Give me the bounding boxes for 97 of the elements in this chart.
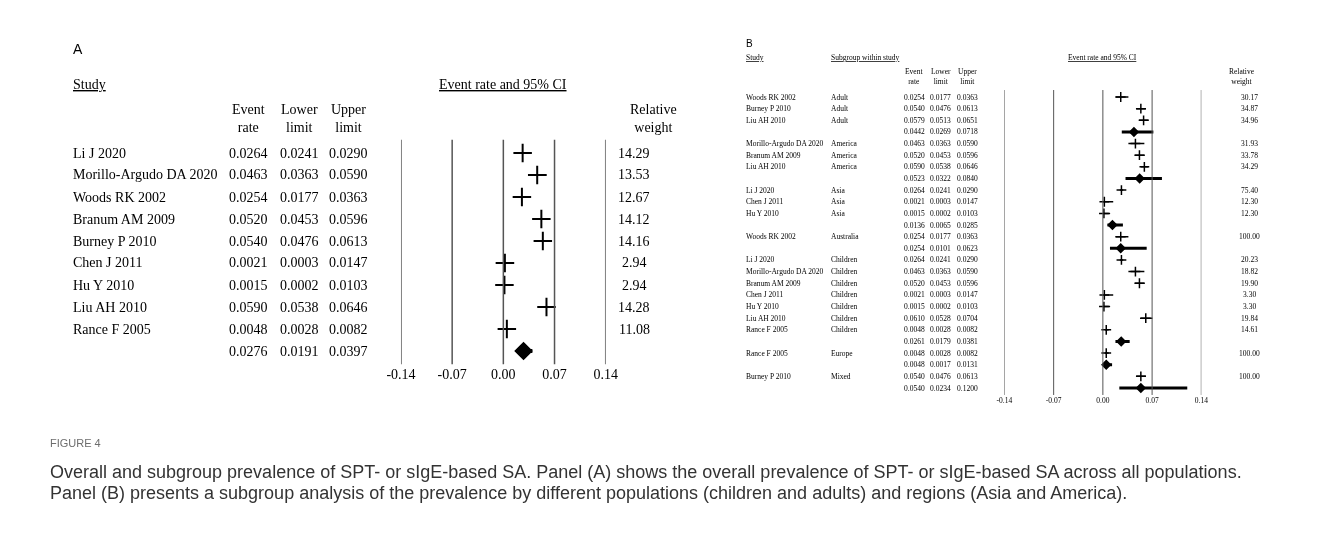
category-label: 14.29 xyxy=(618,146,650,161)
point xyxy=(1115,91,1127,103)
text: Panel (B) presents a subgroup analysis of the prevalence by different populations (children and adults) and regions (Asia and America). xyxy=(50,483,1128,503)
point xyxy=(494,252,516,274)
point xyxy=(512,142,533,164)
text: Lower limit xyxy=(281,102,318,136)
category-label: 14.12 xyxy=(618,212,650,227)
text: A xyxy=(73,41,83,57)
text: Relative weight xyxy=(630,102,677,136)
category-label: 0.0463 xyxy=(229,167,268,182)
text: Upper limit xyxy=(331,102,367,136)
point xyxy=(494,274,515,296)
category-label: 2.94 xyxy=(622,278,647,293)
point xyxy=(1115,243,1126,254)
category-label: 0.0540 xyxy=(229,234,268,249)
point xyxy=(1135,370,1147,382)
point xyxy=(1133,149,1146,161)
category-label: 0.0276 xyxy=(229,344,268,359)
category-label: 0.0363 xyxy=(329,190,368,205)
point xyxy=(532,230,554,252)
point xyxy=(1137,114,1150,126)
category-label: Branum AM 2009 xyxy=(73,212,175,227)
point xyxy=(1098,196,1110,208)
text: Study xyxy=(73,77,106,92)
category-label: Chen J 2011 xyxy=(73,255,143,270)
category-label: Burney P 2010 xyxy=(73,234,157,249)
category-label: 0.0538 xyxy=(280,300,319,315)
point xyxy=(536,296,557,318)
category-label: 0.0147 xyxy=(329,255,368,270)
x-tick-label: -0.14 xyxy=(386,367,416,383)
category-label: Rance F 2005 xyxy=(73,322,151,337)
category-label: 0.0363 xyxy=(280,167,319,182)
category-label: 0.0453 xyxy=(280,212,319,227)
x-tick-label: 0.00 xyxy=(491,367,516,383)
point xyxy=(531,208,552,230)
category-label: 0.0177 xyxy=(280,190,319,205)
point xyxy=(1100,347,1112,359)
point xyxy=(1133,277,1146,289)
text: Overall and subgroup prevalence of SPT- or sIgE-based SA. Panel (A) shows the overall prevalence of SPT- or sIgE-based SA across all populations. xyxy=(50,462,1242,482)
x-tick-label: -0.07 xyxy=(437,367,467,383)
category-label: 0.0003 xyxy=(280,255,319,270)
category-label: 2.94 xyxy=(622,255,647,270)
point xyxy=(1138,161,1150,173)
point xyxy=(1135,103,1147,115)
category-label: 13.53 xyxy=(618,167,650,182)
category-label: 11.08 xyxy=(619,322,650,337)
text: B xyxy=(746,38,753,49)
category-label: 0.0082 xyxy=(329,322,368,337)
category-label: 14.28 xyxy=(618,300,650,315)
point xyxy=(1107,220,1118,230)
text: Event rate xyxy=(232,102,265,136)
category-label: 0.0590 xyxy=(329,167,368,182)
category-label: 0.0646 xyxy=(329,300,368,315)
point xyxy=(511,186,533,208)
category-label: 0.0476 xyxy=(280,234,319,249)
point xyxy=(1098,289,1110,301)
category-label: 0.0103 xyxy=(329,278,368,293)
point xyxy=(1115,184,1128,196)
category-label: 0.0028 xyxy=(280,322,319,337)
category-label: Liu AH 2010 xyxy=(73,300,147,315)
category-label: 0.0002 xyxy=(280,278,319,293)
point xyxy=(1100,324,1112,336)
point xyxy=(1101,359,1112,370)
category-label: 0.0264 xyxy=(229,146,268,161)
point xyxy=(1098,207,1110,220)
point xyxy=(1140,312,1152,324)
x-tick-label: 0.07 xyxy=(542,367,567,383)
caption: FIGURE 4 xyxy=(50,437,101,449)
category-label: 0.0596 xyxy=(329,212,368,227)
category-label: Woods RK 2002 xyxy=(73,190,166,205)
category-label: 0.0015 xyxy=(229,278,268,293)
category-label: 0.0241 xyxy=(280,146,319,161)
category-label: 14.16 xyxy=(618,234,650,249)
point xyxy=(496,318,518,340)
point xyxy=(1115,254,1128,266)
point xyxy=(526,164,548,186)
chart-title: Event rate and 95% CI xyxy=(439,77,567,92)
category-label: 0.0520 xyxy=(229,212,268,227)
category-label: Hu Y 2010 xyxy=(73,278,135,293)
x-tick-label: 0.14 xyxy=(593,367,618,383)
category-label: 0.0613 xyxy=(329,234,368,249)
point xyxy=(1098,300,1110,313)
point xyxy=(1115,231,1127,243)
category-label: 0.0397 xyxy=(329,344,368,359)
point xyxy=(1129,127,1139,137)
category-label: 0.0590 xyxy=(229,300,268,315)
category-label: Li J 2020 xyxy=(73,146,126,161)
category-label: 0.0048 xyxy=(229,322,268,337)
category-label: 0.0021 xyxy=(229,255,268,270)
point xyxy=(1129,137,1142,150)
category-label: 12.67 xyxy=(618,190,650,205)
point xyxy=(1129,265,1142,278)
category-label: 0.0191 xyxy=(280,344,319,359)
category-label: Morillo-Argudo DA 2020 xyxy=(73,167,218,182)
category-label: 0.0254 xyxy=(229,190,268,205)
point xyxy=(1135,383,1146,393)
category-label: 0.0290 xyxy=(329,146,368,161)
